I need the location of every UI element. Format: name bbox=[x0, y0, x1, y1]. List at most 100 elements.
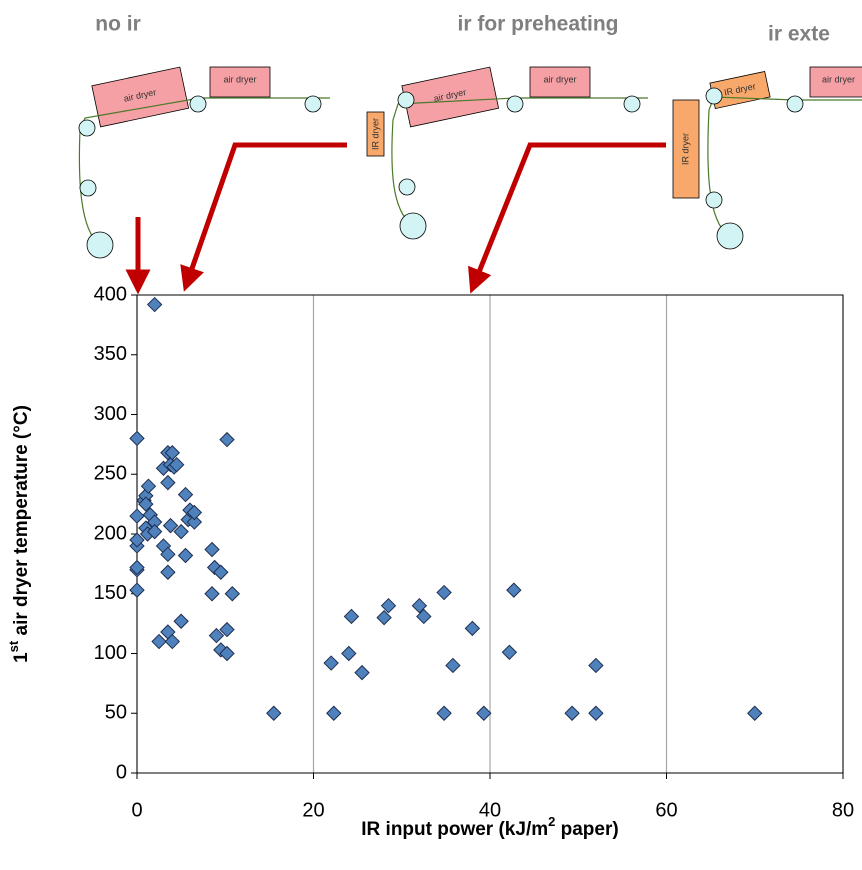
roll bbox=[705, 87, 723, 105]
dryer-label: air dryer bbox=[822, 74, 855, 84]
point bbox=[445, 657, 461, 674]
point bbox=[146, 523, 163, 540]
y-tick-label: 150 bbox=[94, 582, 127, 604]
point bbox=[186, 514, 203, 530]
y-tick-label: 350 bbox=[94, 343, 127, 365]
point bbox=[169, 456, 185, 473]
y-tick-label: 50 bbox=[105, 702, 127, 724]
dryer-box bbox=[91, 66, 190, 128]
roll bbox=[86, 231, 114, 259]
roll bbox=[705, 191, 723, 209]
point bbox=[376, 609, 392, 626]
point bbox=[129, 430, 145, 447]
diagram-ir-extended: ir exte IR dryer IR dryer air dryer bbox=[672, 23, 862, 250]
point bbox=[204, 586, 220, 602]
x-tick-label: 20 bbox=[302, 799, 324, 821]
label-part: 2 bbox=[548, 814, 555, 829]
point bbox=[588, 705, 604, 721]
dryer-label: IR dryer bbox=[680, 133, 690, 165]
roll bbox=[399, 212, 427, 240]
plot: 0 20 40 60 80 0 50 100 150 200 250 300 350 400 IR inpu… bbox=[6, 283, 854, 840]
label-part: air dryer temperature (°C) bbox=[11, 405, 32, 641]
point bbox=[164, 445, 181, 461]
point bbox=[354, 664, 370, 681]
y-tick-label: 400 bbox=[94, 283, 127, 305]
label-part: IR input power (kJ/m bbox=[361, 819, 548, 840]
x-tick-label: 40 bbox=[479, 799, 501, 821]
point bbox=[186, 504, 203, 521]
x-tick-label: 80 bbox=[832, 799, 854, 821]
roll bbox=[397, 91, 415, 109]
ir-dryer-box bbox=[672, 99, 700, 199]
point bbox=[224, 586, 241, 602]
y-tick-label: 100 bbox=[94, 642, 127, 664]
y-tick-label: 0 bbox=[116, 761, 127, 783]
point bbox=[129, 508, 145, 524]
point bbox=[266, 705, 282, 721]
x-axis-label: IR input power (kJ/m2 paper) bbox=[361, 814, 618, 840]
point bbox=[204, 541, 220, 558]
y-axis-label: 1st air dryer temperature (°C) bbox=[6, 405, 32, 663]
point bbox=[151, 633, 167, 650]
point bbox=[464, 620, 481, 637]
arrow bbox=[180, 142, 347, 292]
point bbox=[323, 655, 339, 671]
label-part: paper) bbox=[555, 819, 618, 840]
diagram-title: no ir bbox=[95, 13, 141, 36]
point bbox=[129, 582, 145, 598]
roll bbox=[304, 95, 322, 113]
paper-web bbox=[707, 96, 862, 236]
point bbox=[177, 547, 194, 564]
dryer-label: air dryer bbox=[543, 74, 576, 84]
point bbox=[129, 532, 145, 548]
point bbox=[326, 705, 342, 721]
diagram-title: ir exte bbox=[768, 23, 830, 46]
arrow bbox=[468, 142, 666, 294]
dryer-label: IR dryer bbox=[370, 118, 380, 150]
point bbox=[343, 608, 360, 625]
dryer-label: air dryer bbox=[223, 74, 256, 84]
point bbox=[208, 627, 225, 644]
y-tick-label: 250 bbox=[94, 463, 127, 485]
roll bbox=[78, 119, 96, 137]
ir-dryer-box bbox=[366, 111, 385, 157]
point bbox=[501, 644, 518, 661]
point bbox=[162, 517, 179, 534]
roll bbox=[79, 179, 97, 197]
roll bbox=[398, 178, 416, 196]
diagram-ir-preheating: ir for preheating IR dryer air dryer air… bbox=[366, 13, 648, 240]
roll bbox=[716, 222, 744, 250]
roll bbox=[189, 95, 207, 113]
roll bbox=[506, 95, 524, 113]
point bbox=[160, 474, 176, 491]
point bbox=[436, 705, 452, 721]
roll bbox=[786, 95, 804, 113]
point bbox=[219, 645, 235, 662]
dryer-box bbox=[209, 66, 271, 98]
point bbox=[436, 584, 452, 601]
point bbox=[164, 633, 181, 650]
point bbox=[129, 559, 145, 576]
x-tick-label: 60 bbox=[655, 799, 677, 821]
point bbox=[138, 496, 154, 512]
point bbox=[219, 431, 235, 448]
point bbox=[140, 478, 157, 494]
point bbox=[476, 705, 492, 721]
dryer-box bbox=[529, 66, 591, 98]
label-part: 1 bbox=[11, 652, 32, 663]
point bbox=[411, 597, 428, 614]
point bbox=[588, 657, 604, 674]
point bbox=[160, 564, 176, 580]
diagram-no-ir: no ir air dryer air dryer bbox=[78, 13, 330, 259]
point bbox=[160, 546, 176, 563]
point bbox=[213, 564, 229, 580]
label-part: st bbox=[6, 640, 21, 652]
x-tick-label: 0 bbox=[131, 799, 142, 821]
point bbox=[380, 597, 397, 614]
point bbox=[747, 705, 763, 721]
point bbox=[146, 296, 163, 313]
roll bbox=[623, 95, 641, 113]
point bbox=[416, 608, 432, 625]
point bbox=[219, 621, 235, 638]
